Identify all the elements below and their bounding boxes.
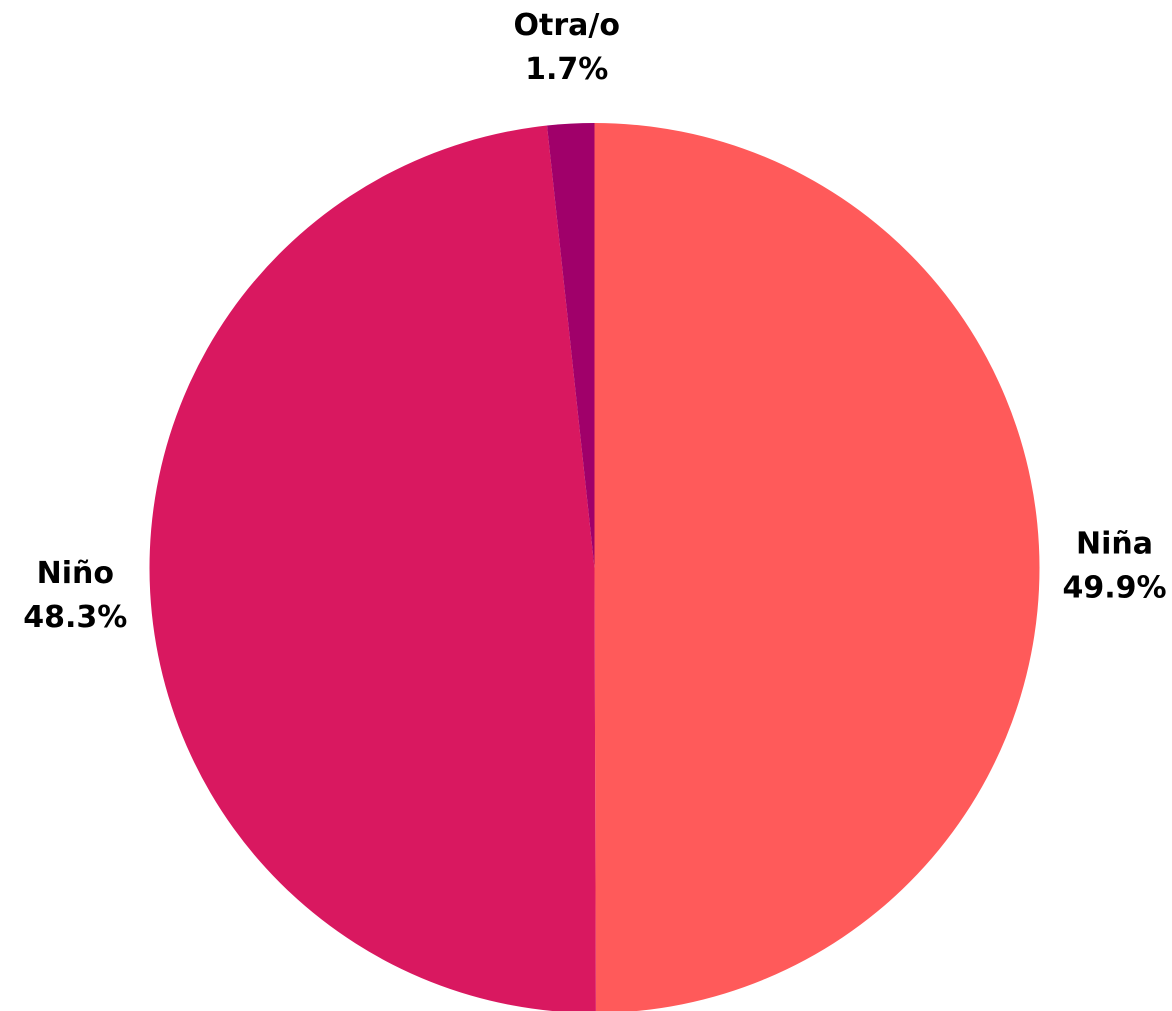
slice-value-label: 1.7% <box>525 52 608 87</box>
slice-value-label: 48.3% <box>23 600 127 635</box>
slice-label: Niño <box>37 556 114 591</box>
slice-label: Otra/o <box>513 8 619 43</box>
pie-slice <box>594 122 1041 1011</box>
pie-slice <box>547 123 595 568</box>
pie-slice <box>149 125 596 1011</box>
slice-label: Niña <box>1076 527 1153 562</box>
slice-value-label: 49.9% <box>1062 571 1166 606</box>
